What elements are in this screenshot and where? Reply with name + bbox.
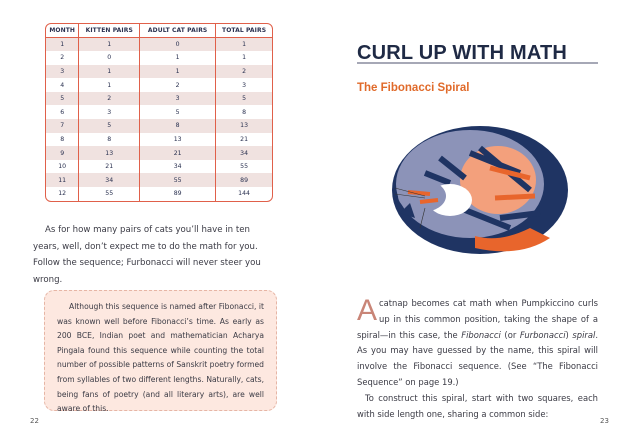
table-cell: 3 — [46, 64, 79, 79]
table-cell: 5 — [215, 91, 272, 106]
page-number: 22 — [30, 417, 39, 425]
table-cell: 8 — [60, 135, 65, 143]
table-cell: 1 — [215, 51, 272, 65]
emphasis: Furbonacci — [519, 329, 566, 340]
drop-cap: A — [357, 294, 378, 327]
table-cell: 13 — [139, 132, 215, 147]
left-page: MONTH KITTEN PAIRS ADULT CAT PAIRS TOTAL PA… — [30, 23, 277, 425]
table-cell: 55 — [78, 187, 139, 201]
fibonacci-table: MONTH KITTEN PAIRS ADULT CAT PAIRS TOTAL PA… — [45, 23, 273, 202]
sidebar-note: Although this sequence is named after Fi… — [44, 290, 277, 413]
table-cell: 13 — [215, 119, 272, 133]
table-cell: 7 — [46, 119, 79, 133]
table-cell: 8 — [215, 105, 272, 120]
text: . As you may have guessed by the name, t… — [357, 329, 598, 387]
table-cell: 5 — [46, 91, 79, 106]
table-cell: 8 — [78, 132, 139, 147]
table-cell: 34 — [139, 159, 215, 174]
table-cell: 5 — [139, 105, 215, 120]
table-row: 9 13 21 34 — [46, 146, 272, 160]
text: (or — [500, 329, 520, 340]
table-row: 12 55 89 144 — [46, 187, 272, 201]
table-cell: 1 — [46, 37, 79, 52]
table-cell: 1 — [78, 78, 139, 92]
column-header: KITTEN PAIRS — [78, 24, 140, 38]
emphasis: spiral — [572, 329, 596, 340]
table-cell: 1 — [139, 64, 216, 79]
table-cell: 3 — [215, 78, 272, 92]
table-cell: 1 — [139, 51, 215, 65]
table-cell: 13 — [78, 146, 140, 160]
table-cell: 12 — [58, 190, 67, 198]
table-cell: 89 — [139, 187, 215, 201]
table-cell: 2 — [139, 78, 215, 92]
table-row: 7 5 8 13 — [46, 119, 272, 133]
page-number: 23 — [600, 417, 609, 425]
sidebar-text: Although this sequence is named after Fi… — [57, 302, 264, 414]
table-cell: 1 — [78, 64, 140, 79]
emphasis: Fibonacci — [461, 329, 501, 340]
table-cell: 34 — [215, 146, 272, 160]
paragraph: As for how many pairs of cats you’ll hav… — [33, 225, 261, 285]
text: ) — [565, 329, 573, 340]
table-cell: 3 — [78, 105, 139, 120]
table-cell: 6 — [60, 108, 65, 116]
body-paragraph-2: To construct this spiral, start with two… — [357, 392, 598, 419]
column-header: ADULT CAT PAIRS — [139, 24, 216, 38]
table-row: 8 8 13 21 — [46, 132, 272, 147]
table-cell: 55 — [215, 159, 272, 174]
table-cell: 8 — [139, 119, 216, 133]
table-header: MONTH KITTEN PAIRS ADULT CAT PAIRS TOTAL PA… — [46, 24, 272, 38]
table-cell: 3 — [139, 91, 216, 106]
table-cell: 2 — [78, 91, 140, 106]
table-cell: 5 — [78, 119, 140, 133]
table-cell: 2 — [60, 54, 65, 62]
table-cell: 1 — [215, 37, 272, 52]
table-cell: 9 — [46, 146, 79, 160]
table-cell: 11 — [46, 173, 79, 188]
section-title: The Fibonacci Spiral — [357, 82, 470, 94]
table-cell: 0 — [139, 37, 216, 52]
table-cell: 21 — [139, 146, 216, 160]
column-header: MONTH — [46, 24, 79, 38]
table-cell: 10 — [58, 163, 67, 171]
table-cell: 34 — [78, 173, 140, 188]
table-cell: 55 — [139, 173, 216, 188]
text: catnap becomes cat math when Pumpkiccino… — [357, 298, 598, 340]
table-cell: 2 — [215, 64, 272, 79]
table-cell: 0 — [78, 51, 139, 65]
table-cell: 89 — [215, 173, 272, 188]
table-cell: 21 — [78, 159, 139, 174]
table-cell: 144 — [215, 187, 272, 201]
title-rule — [357, 62, 598, 64]
curled-cat-illustration — [392, 126, 568, 254]
chapter-title: CURL UP WITH MATH — [357, 42, 568, 64]
right-page: CURL UP WITH MATH The Fibonacci Spiral A… — [320, 0, 640, 448]
table-row: 11 34 55 89 — [46, 173, 272, 188]
column-header: TOTAL PAIRS — [215, 24, 272, 38]
table-cell: 21 — [215, 132, 272, 147]
table-row: 10 21 34 55 — [46, 159, 272, 174]
table-cell: 1 — [78, 37, 140, 52]
table-cell: 4 — [60, 81, 65, 89]
